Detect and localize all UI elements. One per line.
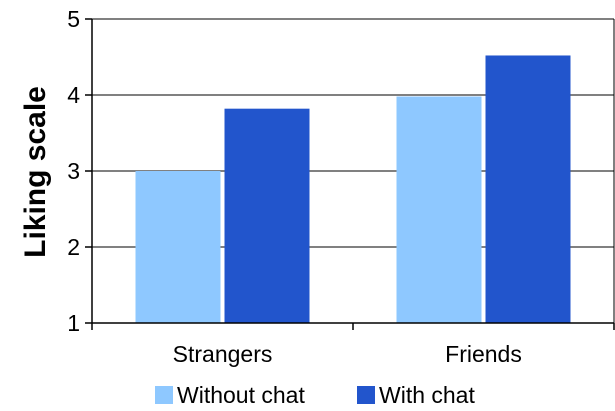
bars (135, 55, 571, 324)
bar-with-chat-strangers (224, 108, 310, 324)
bar-without-chat-strangers (135, 171, 221, 323)
y-ticks: 1 2 3 4 5 (67, 6, 92, 336)
legend-swatch (155, 386, 173, 404)
y-tick-label: 2 (67, 234, 80, 260)
bar-without-chat-friends (396, 96, 482, 324)
bar-with-chat-friends (485, 55, 571, 323)
legend-label: With chat (379, 382, 475, 408)
x-ticks: Strangers Friends (91, 323, 615, 367)
y-tick-label: 4 (67, 82, 80, 108)
y-tick-label: 1 (67, 310, 80, 336)
y-tick-label: 5 (67, 6, 80, 32)
legend: Without chat With chat (155, 382, 475, 408)
legend-swatch (357, 386, 375, 404)
legend-label: Without chat (177, 382, 305, 408)
x-tick-label: Strangers (173, 341, 273, 367)
y-axis-label: Liking scale (19, 86, 52, 258)
x-tick-label: Friends (445, 341, 522, 367)
y-tick-label: 3 (67, 158, 80, 184)
